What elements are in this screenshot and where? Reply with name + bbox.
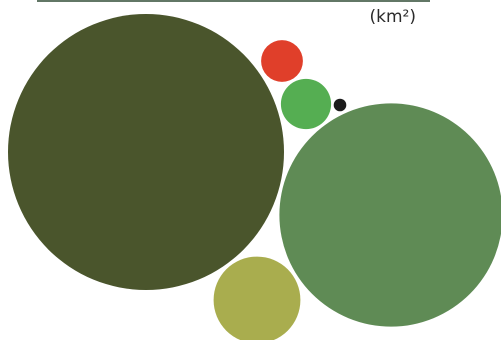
bubbles-group xyxy=(8,14,501,340)
bubble-3 xyxy=(213,256,301,340)
unit-label: (km²) xyxy=(370,7,416,27)
bubble-1 xyxy=(8,14,284,290)
bubble-4 xyxy=(280,78,332,130)
bubble-2 xyxy=(279,103,501,327)
bubble-5 xyxy=(261,40,303,82)
bubble-6 xyxy=(333,98,347,112)
